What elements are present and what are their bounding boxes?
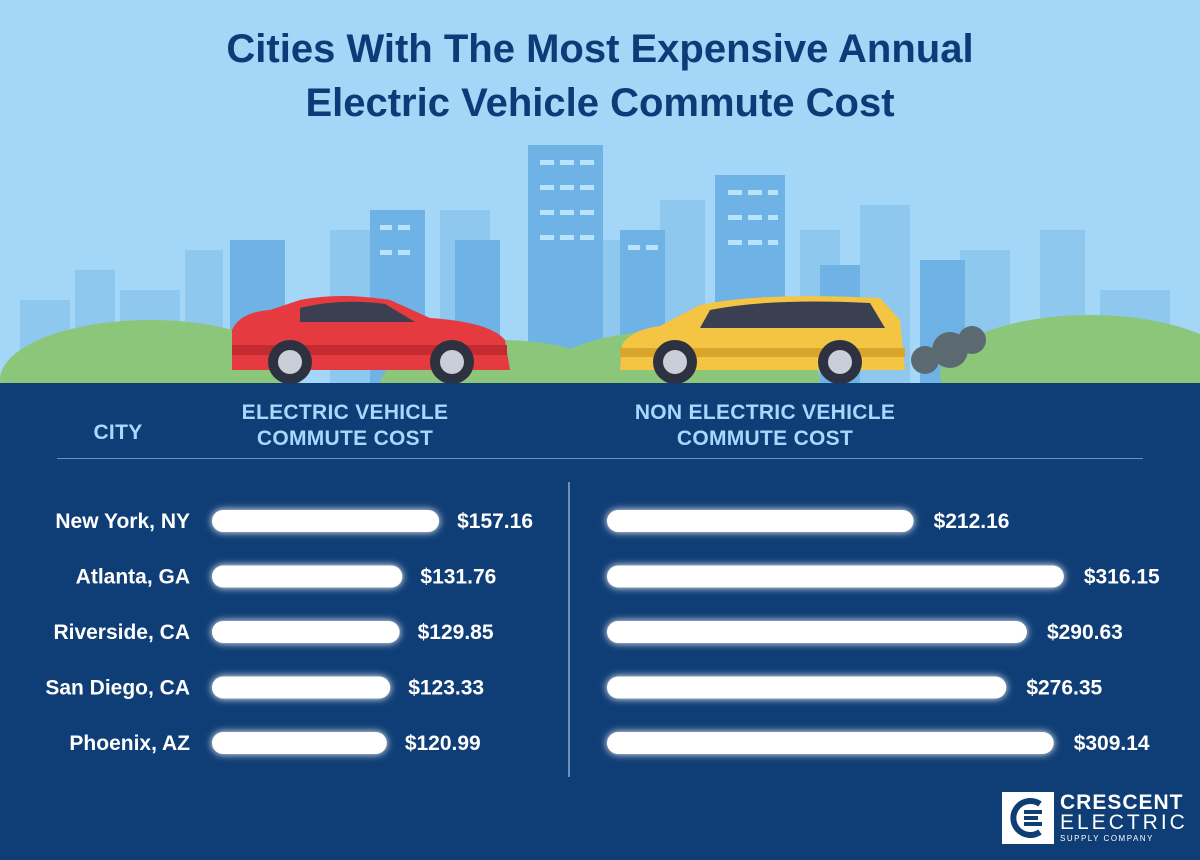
column-header-city: CITY xyxy=(93,421,143,444)
gas-car-icon xyxy=(620,296,986,383)
city-label: Riverside, CA xyxy=(53,621,190,644)
crescent-electric-logo: CRESCENT ELECTRIC SUPPLY COMPANY xyxy=(1002,791,1185,848)
city-skyline-illustration xyxy=(0,0,1200,383)
nev-cost-bar xyxy=(607,676,1007,699)
logo-word-crescent: CRESCENT xyxy=(1060,791,1184,814)
chart-title-line2: Electric Vehicle Commute Cost xyxy=(305,81,895,125)
column-divider xyxy=(568,482,570,777)
column-header-ev-line2: COMMUTE COST xyxy=(256,427,434,450)
ev-cost-bar xyxy=(212,732,387,754)
column-header-ev: ELECTRIC VEHICLE COMMUTE COST xyxy=(200,400,490,452)
ev-cost-label: $129.85 xyxy=(418,621,494,644)
ev-cost-bar xyxy=(212,621,400,643)
nev-cost-bar xyxy=(607,565,1064,588)
city-label: Phoenix, AZ xyxy=(69,732,190,755)
nev-cost-label: $290.63 xyxy=(1047,621,1123,644)
column-header-ev-line1: ELECTRIC VEHICLE xyxy=(241,401,449,424)
nev-cost-label: $309.14 xyxy=(1074,732,1150,755)
ev-cost-label: $131.76 xyxy=(420,566,496,589)
ev-cost-label: $157.16 xyxy=(457,510,533,533)
nev-cost-label: $316.15 xyxy=(1084,566,1160,589)
city-label: Atlanta, GA xyxy=(76,566,190,589)
logo-word-supply: SUPPLY COMPANY xyxy=(1060,834,1154,843)
nev-cost-bar xyxy=(607,621,1027,643)
nev-cost-label: $276.35 xyxy=(1026,677,1102,700)
city-label: San Diego, CA xyxy=(45,677,190,700)
ev-cost-label: $123.33 xyxy=(408,677,484,700)
ev-cost-bar xyxy=(212,510,440,532)
city-label: New York, NY xyxy=(55,510,190,533)
electric-car-icon xyxy=(232,296,510,383)
ev-cost-label: $120.99 xyxy=(405,732,481,755)
column-header-nev-line1: NON ELECTRIC VEHICLE xyxy=(634,401,896,424)
nev-cost-label: $212.16 xyxy=(934,510,1010,533)
ev-cost-bar xyxy=(212,676,391,699)
column-header-nev-line2: COMMUTE COST xyxy=(676,427,854,450)
logo-word-electric: ELECTRIC xyxy=(1060,811,1188,834)
ev-cost-bar xyxy=(212,565,403,588)
chart-title-line1: Cities With The Most Expensive Annual xyxy=(226,27,974,71)
column-header-nev: NON ELECTRIC VEHICLE COMMUTE COST xyxy=(600,400,930,452)
header-divider xyxy=(57,458,1143,459)
nev-cost-bar xyxy=(607,732,1054,754)
nev-cost-bar xyxy=(607,510,914,532)
crescent-logo-icon xyxy=(1002,792,1054,844)
